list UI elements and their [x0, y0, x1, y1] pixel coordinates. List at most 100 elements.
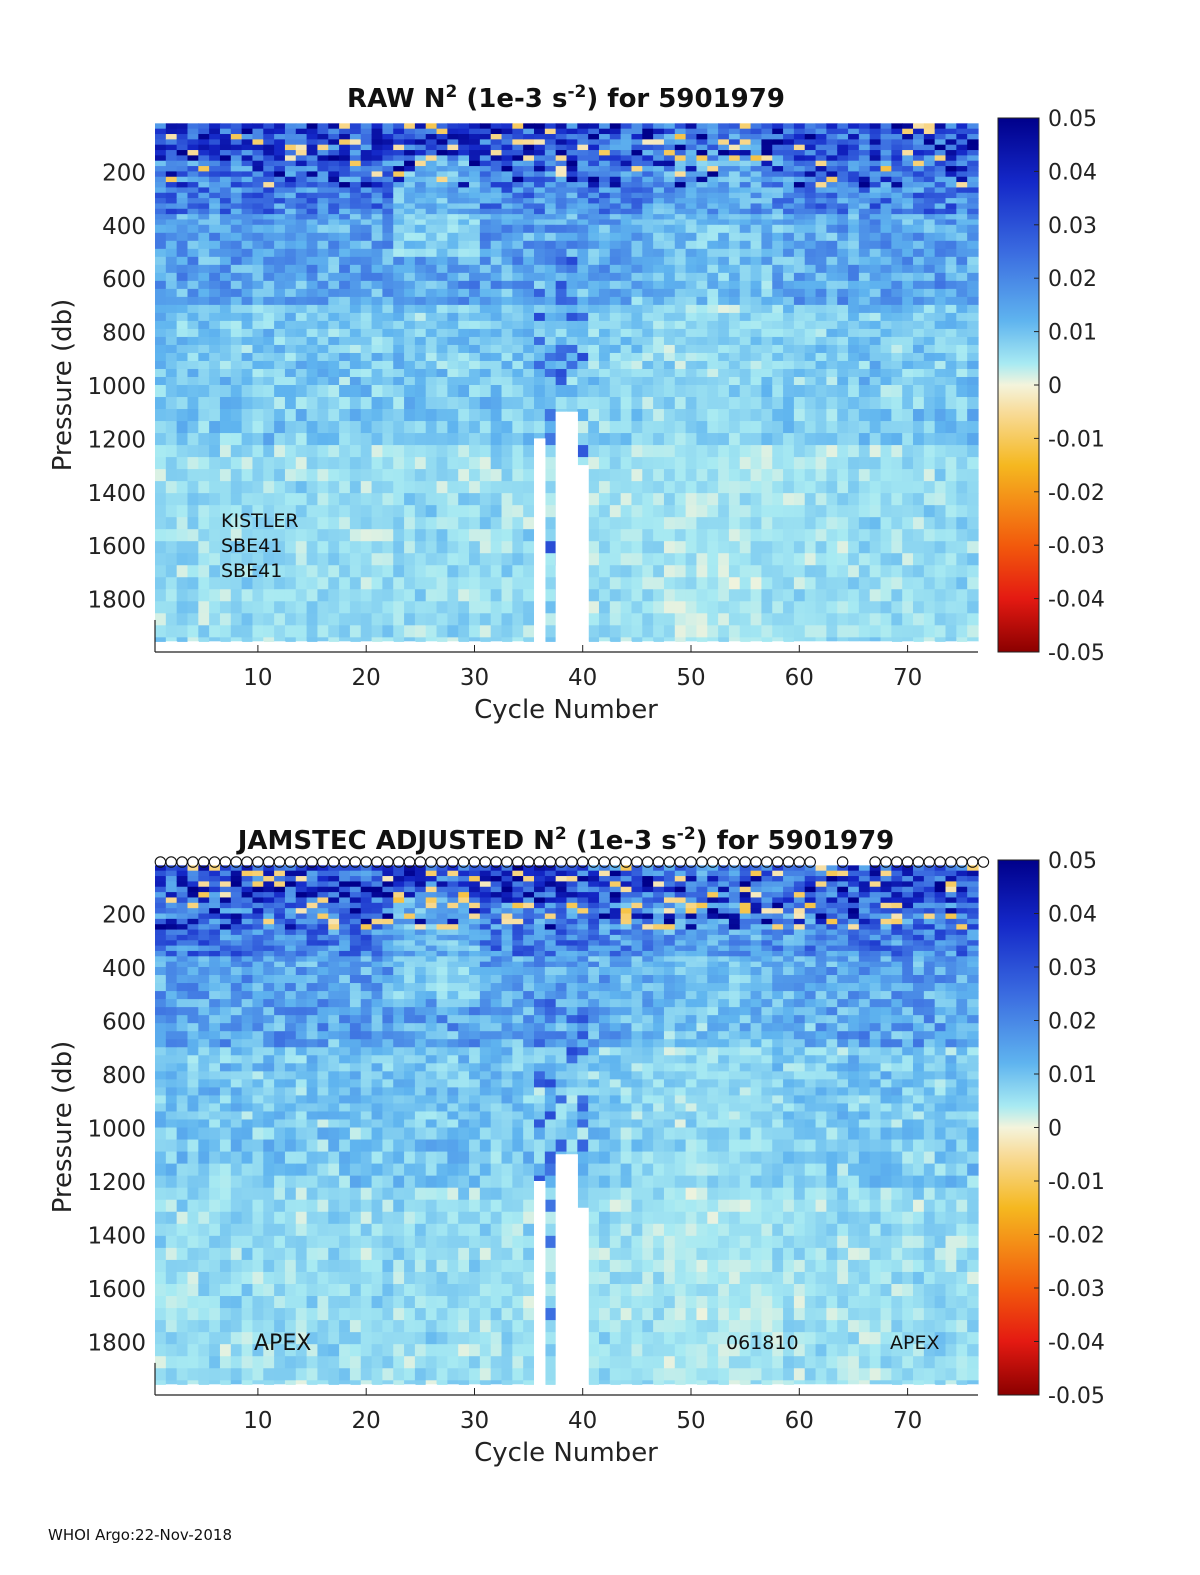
heatmap-cell — [848, 171, 860, 178]
heatmap-cell — [772, 637, 784, 642]
heatmap-cell — [707, 397, 719, 410]
heatmap-cell — [479, 171, 492, 178]
heatmap-cell — [306, 192, 319, 199]
heatmap-cell — [858, 171, 871, 178]
heatmap-cell — [382, 272, 394, 282]
heatmap-cell — [772, 493, 784, 506]
heatmap-cell — [165, 1211, 178, 1225]
heatmap-cell — [577, 123, 589, 130]
heatmap-cell — [620, 256, 633, 266]
heatmap-cell — [783, 272, 795, 282]
heatmap-cell — [490, 171, 503, 178]
heatmap-cell — [869, 328, 882, 338]
heatmap-cell — [230, 601, 243, 614]
heatmap-cell — [815, 176, 827, 183]
heatmap-cell — [544, 160, 557, 167]
heatmap-cell — [447, 457, 459, 470]
heatmap-cell — [155, 150, 167, 156]
heatmap-cell — [674, 328, 687, 338]
heatmap-cell — [642, 272, 654, 282]
heatmap-cell — [404, 505, 416, 518]
heatmap-cell — [479, 123, 492, 130]
heatmap-cell — [317, 553, 329, 566]
heatmap-cell — [155, 1031, 167, 1040]
heatmap-cell — [523, 517, 535, 530]
heatmap-cell — [501, 208, 513, 215]
heatmap-cell — [425, 625, 438, 638]
heatmap-cell — [252, 601, 264, 614]
heatmap-cell — [631, 256, 643, 266]
heatmap-cell — [360, 312, 373, 322]
heatmap-cell — [155, 577, 167, 590]
heatmap-cell — [609, 214, 622, 221]
heatmap-cell — [869, 139, 882, 146]
heatmap-cell — [869, 352, 882, 362]
heatmap-cell — [902, 368, 914, 378]
heatmap-cell — [609, 613, 622, 626]
heatmap-cell — [956, 256, 968, 266]
heatmap-cell — [544, 589, 557, 602]
heatmap-cell — [404, 240, 416, 250]
heatmap-cell — [707, 280, 719, 290]
heatmap-cell — [295, 155, 308, 162]
heatmap-cell — [631, 637, 643, 642]
heatmap-cell — [436, 264, 448, 274]
heatmap-cell — [328, 397, 340, 410]
heatmap-cell — [913, 128, 925, 135]
heatmap-cell — [155, 160, 167, 167]
heatmap-cell — [317, 589, 329, 602]
heatmap-cell — [588, 328, 600, 338]
heatmap-cell — [739, 296, 752, 306]
heatmap-cell — [479, 541, 492, 554]
heatmap-cell — [653, 155, 665, 162]
heatmap-cell — [772, 155, 784, 162]
heatmap-cell — [209, 123, 221, 130]
missing-data-gap — [512, 641, 524, 652]
heatmap-cell — [902, 553, 914, 566]
heatmap-cell — [793, 296, 806, 306]
heatmap-cell — [858, 280, 871, 290]
heatmap-cell — [956, 368, 968, 378]
heatmap-cell — [707, 565, 719, 578]
heatmap-cell — [165, 248, 178, 258]
heatmap-cell — [837, 134, 849, 140]
heatmap-cell — [923, 312, 936, 322]
heatmap-cell — [750, 288, 763, 298]
heatmap-cell — [447, 176, 459, 183]
heatmap-cell — [414, 376, 427, 386]
heatmap-cell — [534, 160, 546, 167]
heatmap-cell — [349, 517, 362, 530]
heatmap-cell — [436, 553, 448, 566]
heatmap-cell — [274, 433, 286, 446]
heatmap-cell — [869, 517, 882, 530]
heatmap-cell — [414, 469, 427, 482]
heatmap-cell — [783, 409, 795, 422]
heatmap-cell — [674, 445, 687, 458]
heatmap-cell — [187, 918, 199, 925]
heatmap-cell — [155, 182, 167, 189]
heatmap-cell — [306, 171, 319, 178]
heatmap-cell — [956, 637, 968, 642]
heatmap-cell — [241, 625, 254, 638]
heatmap-cell — [512, 352, 524, 362]
heatmap-cell — [490, 123, 503, 130]
heatmap-cell — [176, 481, 189, 494]
heatmap-cell — [447, 433, 459, 446]
heatmap-cell — [902, 481, 914, 494]
heatmap-cell — [772, 613, 784, 626]
heatmap-cell — [653, 637, 665, 642]
heatmap-cell — [891, 182, 903, 189]
heatmap-cell — [967, 589, 979, 602]
heatmap-cell — [414, 613, 427, 626]
heatmap-cell — [155, 1283, 167, 1297]
heatmap-cell — [349, 296, 362, 306]
heatmap-cell — [534, 144, 546, 151]
heatmap-cell — [858, 160, 871, 167]
heatmap-cell — [165, 1063, 178, 1072]
heatmap-cell — [609, 128, 622, 135]
heatmap-cell — [155, 1199, 167, 1213]
heatmap-cell — [956, 155, 968, 162]
heatmap-cell — [295, 232, 308, 242]
heatmap-cell — [772, 445, 784, 458]
heatmap-cell — [815, 123, 827, 130]
